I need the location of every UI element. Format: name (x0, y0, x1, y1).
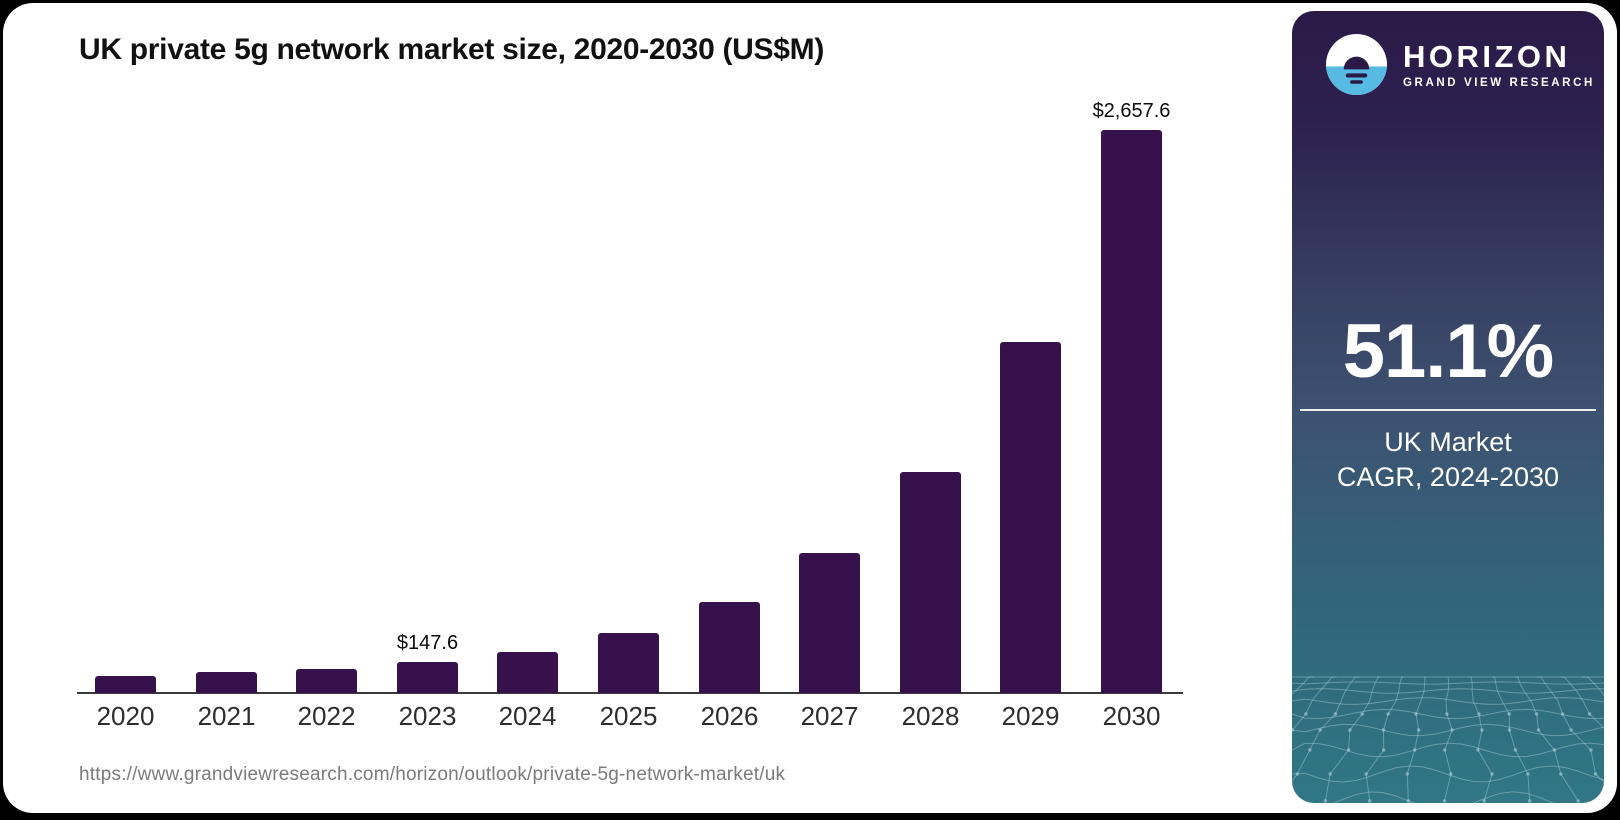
bar-2027 (799, 553, 860, 693)
x-tick-2024: 2024 (498, 701, 557, 731)
cagr-stat-block: 51.1% UK Market CAGR, 2024-2030 (1292, 311, 1604, 495)
bar-2028 (900, 472, 961, 693)
cagr-value: 51.1% (1342, 309, 1555, 394)
bar-2024 (497, 652, 558, 693)
horizon-wordmark-subtitle: GRAND VIEW RESEARCH (1403, 77, 1595, 89)
horizon-wordmark-block: HORIZON GRAND VIEW RESEARCH (1403, 39, 1595, 90)
sun-horizon-icon (1325, 33, 1388, 96)
value-label-2023: $147.6 (396, 632, 459, 654)
bar-2025 (598, 633, 659, 693)
x-tick-2023: 2023 (398, 701, 457, 731)
stat-divider (1300, 409, 1596, 411)
source-url: https://www.grandviewresearch.com/horizo… (79, 764, 786, 785)
wireframe-mesh-graphic (1292, 676, 1604, 803)
x-tick-2025: 2025 (599, 701, 658, 731)
x-tick-2030: 2030 (1102, 701, 1161, 731)
value-label-2030: $2,657.6 (1092, 100, 1171, 122)
bar-2029 (1000, 342, 1061, 693)
bar-2023 (397, 662, 458, 693)
infographic-card: UK private 5g network market size, 2020-… (3, 3, 1617, 813)
bar-2026 (699, 602, 760, 693)
x-tick-2028: 2028 (901, 701, 960, 731)
chart-title: UK private 5g network market size, 2020-… (79, 33, 825, 66)
x-tick-2029: 2029 (1001, 701, 1060, 731)
x-tick-2022: 2022 (297, 701, 356, 731)
bar-2020 (95, 676, 156, 693)
x-tick-2026: 2026 (700, 701, 759, 731)
bar-chart: 2020 2021 2022 2023 $147.6 2024 2025 2026 2027 20… (3, 3, 1293, 813)
x-tick-2027: 2027 (800, 701, 859, 731)
horizon-logo: HORIZON GRAND VIEW RESEARCH (1325, 33, 1595, 96)
x-axis-line (77, 692, 1183, 694)
bar-2021 (196, 672, 257, 693)
x-tick-2021: 2021 (197, 701, 256, 731)
bar-2022 (296, 669, 357, 693)
horizon-side-panel: HORIZON GRAND VIEW RESEARCH 51.1% UK Mar… (1292, 11, 1604, 803)
x-tick-2020: 2020 (96, 701, 155, 731)
bar-2030 (1101, 130, 1162, 693)
cagr-label-line1: UK Market (1384, 427, 1512, 457)
cagr-label-line2: CAGR, 2024-2030 (1336, 462, 1560, 492)
horizon-wordmark: HORIZON (1403, 39, 1571, 74)
